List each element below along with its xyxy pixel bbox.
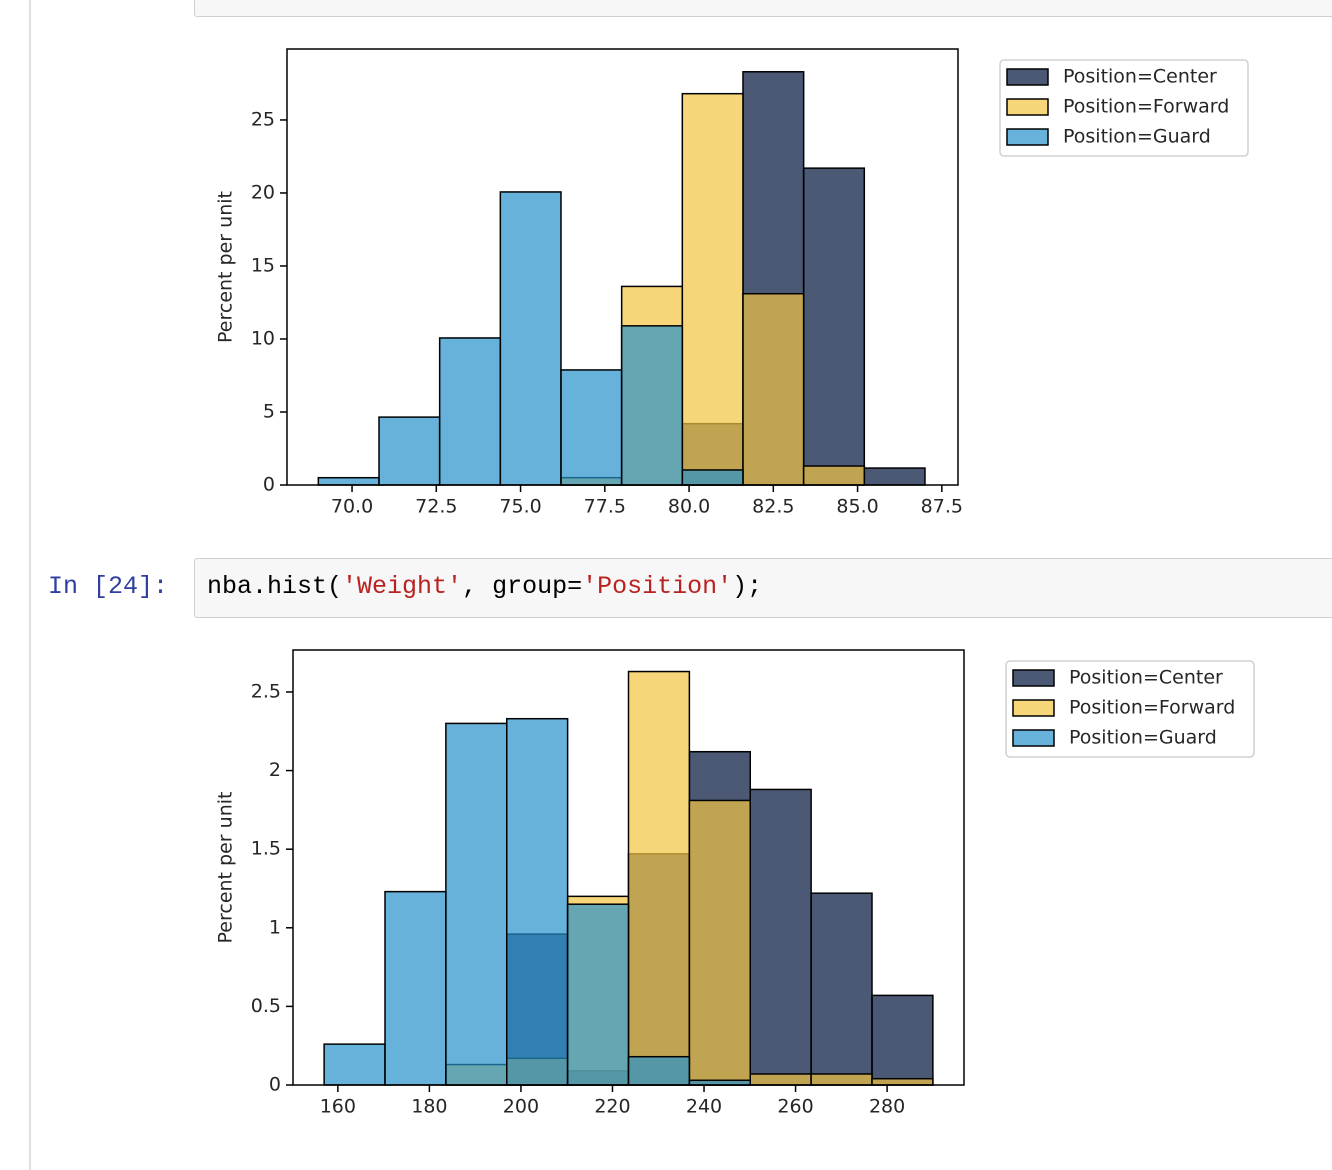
code-token: , group= [462, 572, 583, 601]
code-cell[interactable] [194, 558, 1332, 618]
y-tick-label: 20 [251, 181, 275, 203]
code-token: ); [732, 572, 763, 601]
code-token: 'Position' [582, 572, 733, 601]
legend-swatch [1006, 128, 1049, 146]
legend-swatch [1006, 98, 1049, 116]
histogram-bar [317, 476, 380, 486]
x-tick-label: 87.5 [921, 496, 963, 518]
legend-swatch [1012, 699, 1055, 717]
x-tick-label: 70.0 [331, 496, 373, 518]
histogram-bar [627, 670, 691, 1086]
legend-swatch [1012, 669, 1055, 687]
x-tick-label: 180 [411, 1096, 447, 1118]
code-token: nba.hist( [207, 572, 343, 601]
histogram-bar [681, 92, 744, 486]
x-tick-label: 85.0 [836, 496, 878, 518]
x-tick-label: 82.5 [752, 496, 794, 518]
histogram-bar [627, 1055, 691, 1086]
legend-box [1005, 660, 1255, 758]
y-tick-label: 1.5 [251, 838, 281, 860]
histogram-bar [749, 1073, 812, 1086]
y-tick-label: 15 [251, 254, 275, 276]
histogram-bar [378, 416, 441, 486]
legend-label: Position=Forward [1069, 697, 1235, 719]
histogram-bar [810, 1073, 873, 1086]
y-tick-label: 2 [269, 759, 281, 781]
code-token: 'Weight' [342, 572, 463, 601]
histogram-bar [749, 788, 812, 1086]
y-tick-label: 0 [269, 1074, 281, 1096]
y-tick-label: 10 [251, 327, 275, 349]
histogram-bar [505, 717, 569, 1086]
legend-label: Position=Forward [1063, 96, 1229, 118]
histogram-bar [445, 722, 508, 1086]
x-tick-label: 200 [503, 1096, 539, 1118]
histogram-bar [560, 369, 623, 486]
legend-label: Position=Center [1069, 667, 1223, 689]
legend-swatch [1006, 68, 1049, 86]
x-tick-label: 75.0 [499, 496, 541, 518]
legend-swatch [1012, 729, 1055, 747]
code-cell[interactable] [194, 0, 1332, 17]
x-tick-label: 240 [686, 1096, 722, 1118]
y-axis-label: Percent per unit [215, 792, 237, 944]
histogram-bar [620, 325, 684, 486]
y-tick-label: 2.5 [251, 680, 281, 702]
x-tick-label: 220 [594, 1096, 630, 1118]
histogram-bar [810, 892, 873, 1086]
x-tick-label: 80.0 [668, 496, 710, 518]
y-axis-label: Percent per unit [215, 191, 237, 343]
y-tick-label: 0.5 [251, 995, 281, 1017]
histogram-bar [802, 465, 866, 486]
histogram-bar [681, 469, 744, 486]
code[interactable]: nba.hist('Weight', group='Position'); [207, 572, 762, 601]
plot-frame [286, 48, 959, 486]
x-tick-label: 260 [777, 1096, 813, 1118]
histogram-bar [566, 903, 630, 1086]
legend-label: Position=Center [1063, 66, 1217, 88]
y-tick-label: 0 [263, 474, 275, 496]
legend-label: Position=Guard [1063, 126, 1211, 148]
plot-frame [292, 649, 965, 1086]
x-tick-label: 160 [320, 1096, 356, 1118]
histogram-bar [871, 994, 934, 1086]
x-tick-label: 72.5 [415, 496, 457, 518]
prompt: In [24]: [48, 572, 169, 601]
histogram-bar [742, 292, 805, 486]
legend-box [999, 59, 1249, 157]
histogram-bar [871, 1077, 934, 1086]
histogram-bar [438, 337, 502, 486]
x-tick-label: 280 [869, 1096, 905, 1118]
histogram-bar [499, 191, 562, 486]
histogram-bar [863, 467, 926, 486]
histogram-bar [688, 799, 752, 1086]
histogram-bar [384, 890, 447, 1086]
y-tick-label: 1 [269, 916, 281, 938]
histogram-bar [802, 167, 866, 486]
legend-label: Position=Guard [1069, 727, 1217, 749]
cell-edge [29, 0, 31, 1170]
y-tick-label: 25 [251, 108, 275, 130]
histogram-bar [323, 1043, 386, 1086]
y-tick-label: 5 [263, 400, 275, 422]
x-tick-label: 77.5 [584, 496, 626, 518]
